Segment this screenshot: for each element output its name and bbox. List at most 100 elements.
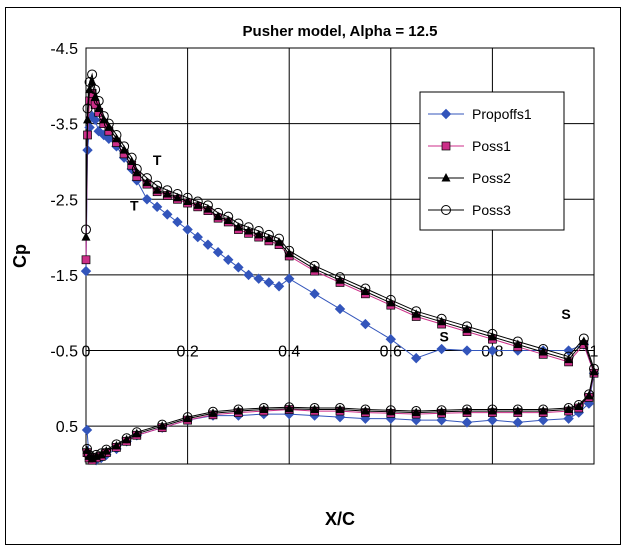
data-point [563,413,574,424]
data-point [243,269,254,281]
data-point [462,321,472,332]
data-point [538,344,549,355]
y-tick-label: 0.5 [56,419,78,436]
data-point [111,133,121,143]
data-point [512,417,524,428]
data-point [538,404,549,415]
data-point [213,207,224,218]
data-point [411,407,421,417]
y-tick-label: -0.5 [50,344,78,361]
data-point [90,92,100,101]
legend-item: Propoffs1 [428,106,532,122]
y-tick-label: -1.5 [50,268,78,285]
data-point [263,229,274,240]
data-point [436,343,447,355]
data-point [487,404,498,415]
data-point [284,403,294,413]
data-point [182,192,193,203]
legend-item: Poss2 [428,170,511,186]
data-point [141,173,152,184]
chart-title: Pusher model, Alpha = 12.5 [243,23,438,40]
data-point [157,419,168,430]
data-point [386,406,396,416]
legend-label: Propoffs1 [472,106,532,122]
data-point [98,111,109,122]
data-point [360,283,371,294]
series-poss3 [81,69,599,463]
data-point [192,196,203,207]
data-point [132,428,142,438]
data-point [233,406,243,415]
data-point [487,406,497,415]
data-point [411,306,422,317]
data-point [283,273,295,284]
data-point [537,414,549,426]
data-point [141,194,153,205]
data-point [223,215,233,224]
y-tick-label: -3.5 [50,117,78,134]
legend-swatch-marker [441,173,451,182]
data-point [89,114,101,126]
data-point [99,114,109,124]
data-point [274,237,284,246]
data-point [563,403,574,414]
data-point [487,345,498,356]
legend-item: Poss3 [428,202,511,218]
data-point [80,265,92,277]
cp-chart: Pusher model, Alpha = 12.5 -4.5 -3.5 -2.5 -… [10,23,600,529]
data-point [82,443,93,454]
data-point [233,262,244,273]
data-point [132,167,142,177]
annotations: T T S S [130,152,571,344]
data-point [119,145,129,154]
data-point [203,204,213,213]
data-point [96,449,106,459]
data-point [84,449,95,460]
data-point [335,404,345,414]
data-point [335,272,345,283]
data-point [437,406,447,416]
data-point [192,231,203,243]
data-point [94,103,104,113]
data-point [461,417,473,428]
data-point [309,260,320,271]
data-point [273,281,285,292]
data-point [142,177,152,187]
data-point [182,224,193,235]
x-tick-labels: 00.20.40.60.81 [82,344,599,361]
data-point [152,185,162,194]
data-point [101,444,112,455]
data-point [103,133,115,144]
data-point [119,141,130,152]
x-tick-label: 0.6 [380,344,402,361]
data-point [151,201,163,213]
data-point [223,211,234,222]
y-tick-label: -4.5 [50,41,78,58]
data-point [258,403,269,414]
legend-label: Poss1 [472,138,511,154]
legend-swatch-marker [440,108,452,120]
data-point [81,224,91,235]
data-point [104,122,114,131]
data-point [583,389,594,400]
data-point [162,209,173,220]
data-point [84,451,94,460]
data-point [172,188,183,199]
data-point [263,277,275,288]
annotation-label: T [130,198,139,214]
data-point [103,118,114,129]
data-point [385,405,396,416]
data-point [564,404,574,414]
y-tick-label: -2.5 [50,192,78,209]
data-point [202,239,214,250]
data-point [461,345,473,356]
legend-swatch-marker [441,205,451,215]
data-point [253,273,264,284]
data-point [411,406,422,417]
data-point [213,211,223,221]
data-point [573,400,584,411]
data-point [162,188,172,198]
legend-item: Poss1 [428,138,511,154]
data-point [259,404,269,414]
annotation-label: S [439,328,448,344]
